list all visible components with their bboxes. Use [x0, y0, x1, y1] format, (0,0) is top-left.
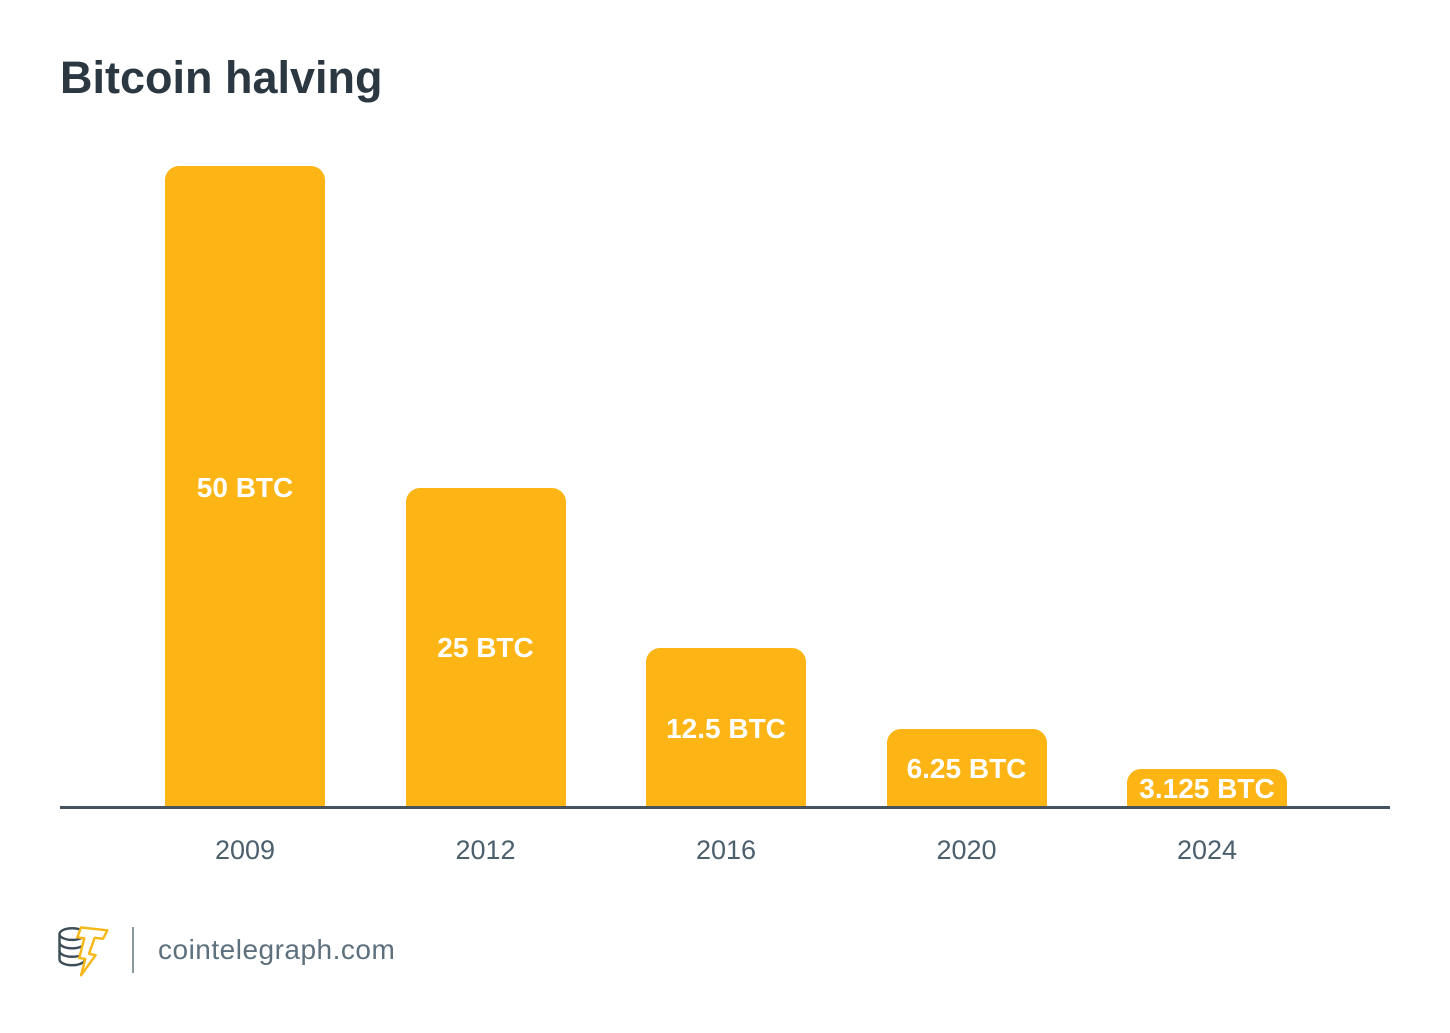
bar-2020: 6.25 BTC [886, 728, 1047, 809]
x-axis-label-2024: 2024 [1176, 834, 1238, 865]
bar-value-label-2009: 50 BTC [196, 471, 294, 503]
bar-value-label-2016: 12.5 BTC [666, 712, 786, 744]
footer-branding: cointelegraph.com [52, 920, 395, 980]
chart-title: Bitcoin halving [60, 52, 383, 103]
x-axis-label-2012: 2012 [455, 834, 516, 865]
x-axis-line [60, 806, 1390, 809]
x-axis-label-2020: 2020 [936, 834, 997, 865]
bar-value-label-2012: 25 BTC [437, 632, 534, 664]
bar-2024: 3.125 BTC [1127, 768, 1287, 809]
bar-2009: 50 BTC [165, 166, 325, 809]
x-axis-label-2016: 2016 [695, 834, 757, 865]
footer-divider [132, 927, 134, 973]
bar-2012: 25 BTC [405, 487, 566, 809]
bar-2016: 12.5 BTC [646, 648, 806, 809]
cointelegraph-logo-icon [58, 926, 109, 977]
footer-site-text: cointelegraph.com [158, 934, 396, 965]
bar-value-label-2020: 6.25 BTC [906, 752, 1027, 784]
x-axis-label-2009: 2009 [214, 834, 276, 865]
bar-value-label-2024: 3.125 BTC [1139, 772, 1275, 804]
